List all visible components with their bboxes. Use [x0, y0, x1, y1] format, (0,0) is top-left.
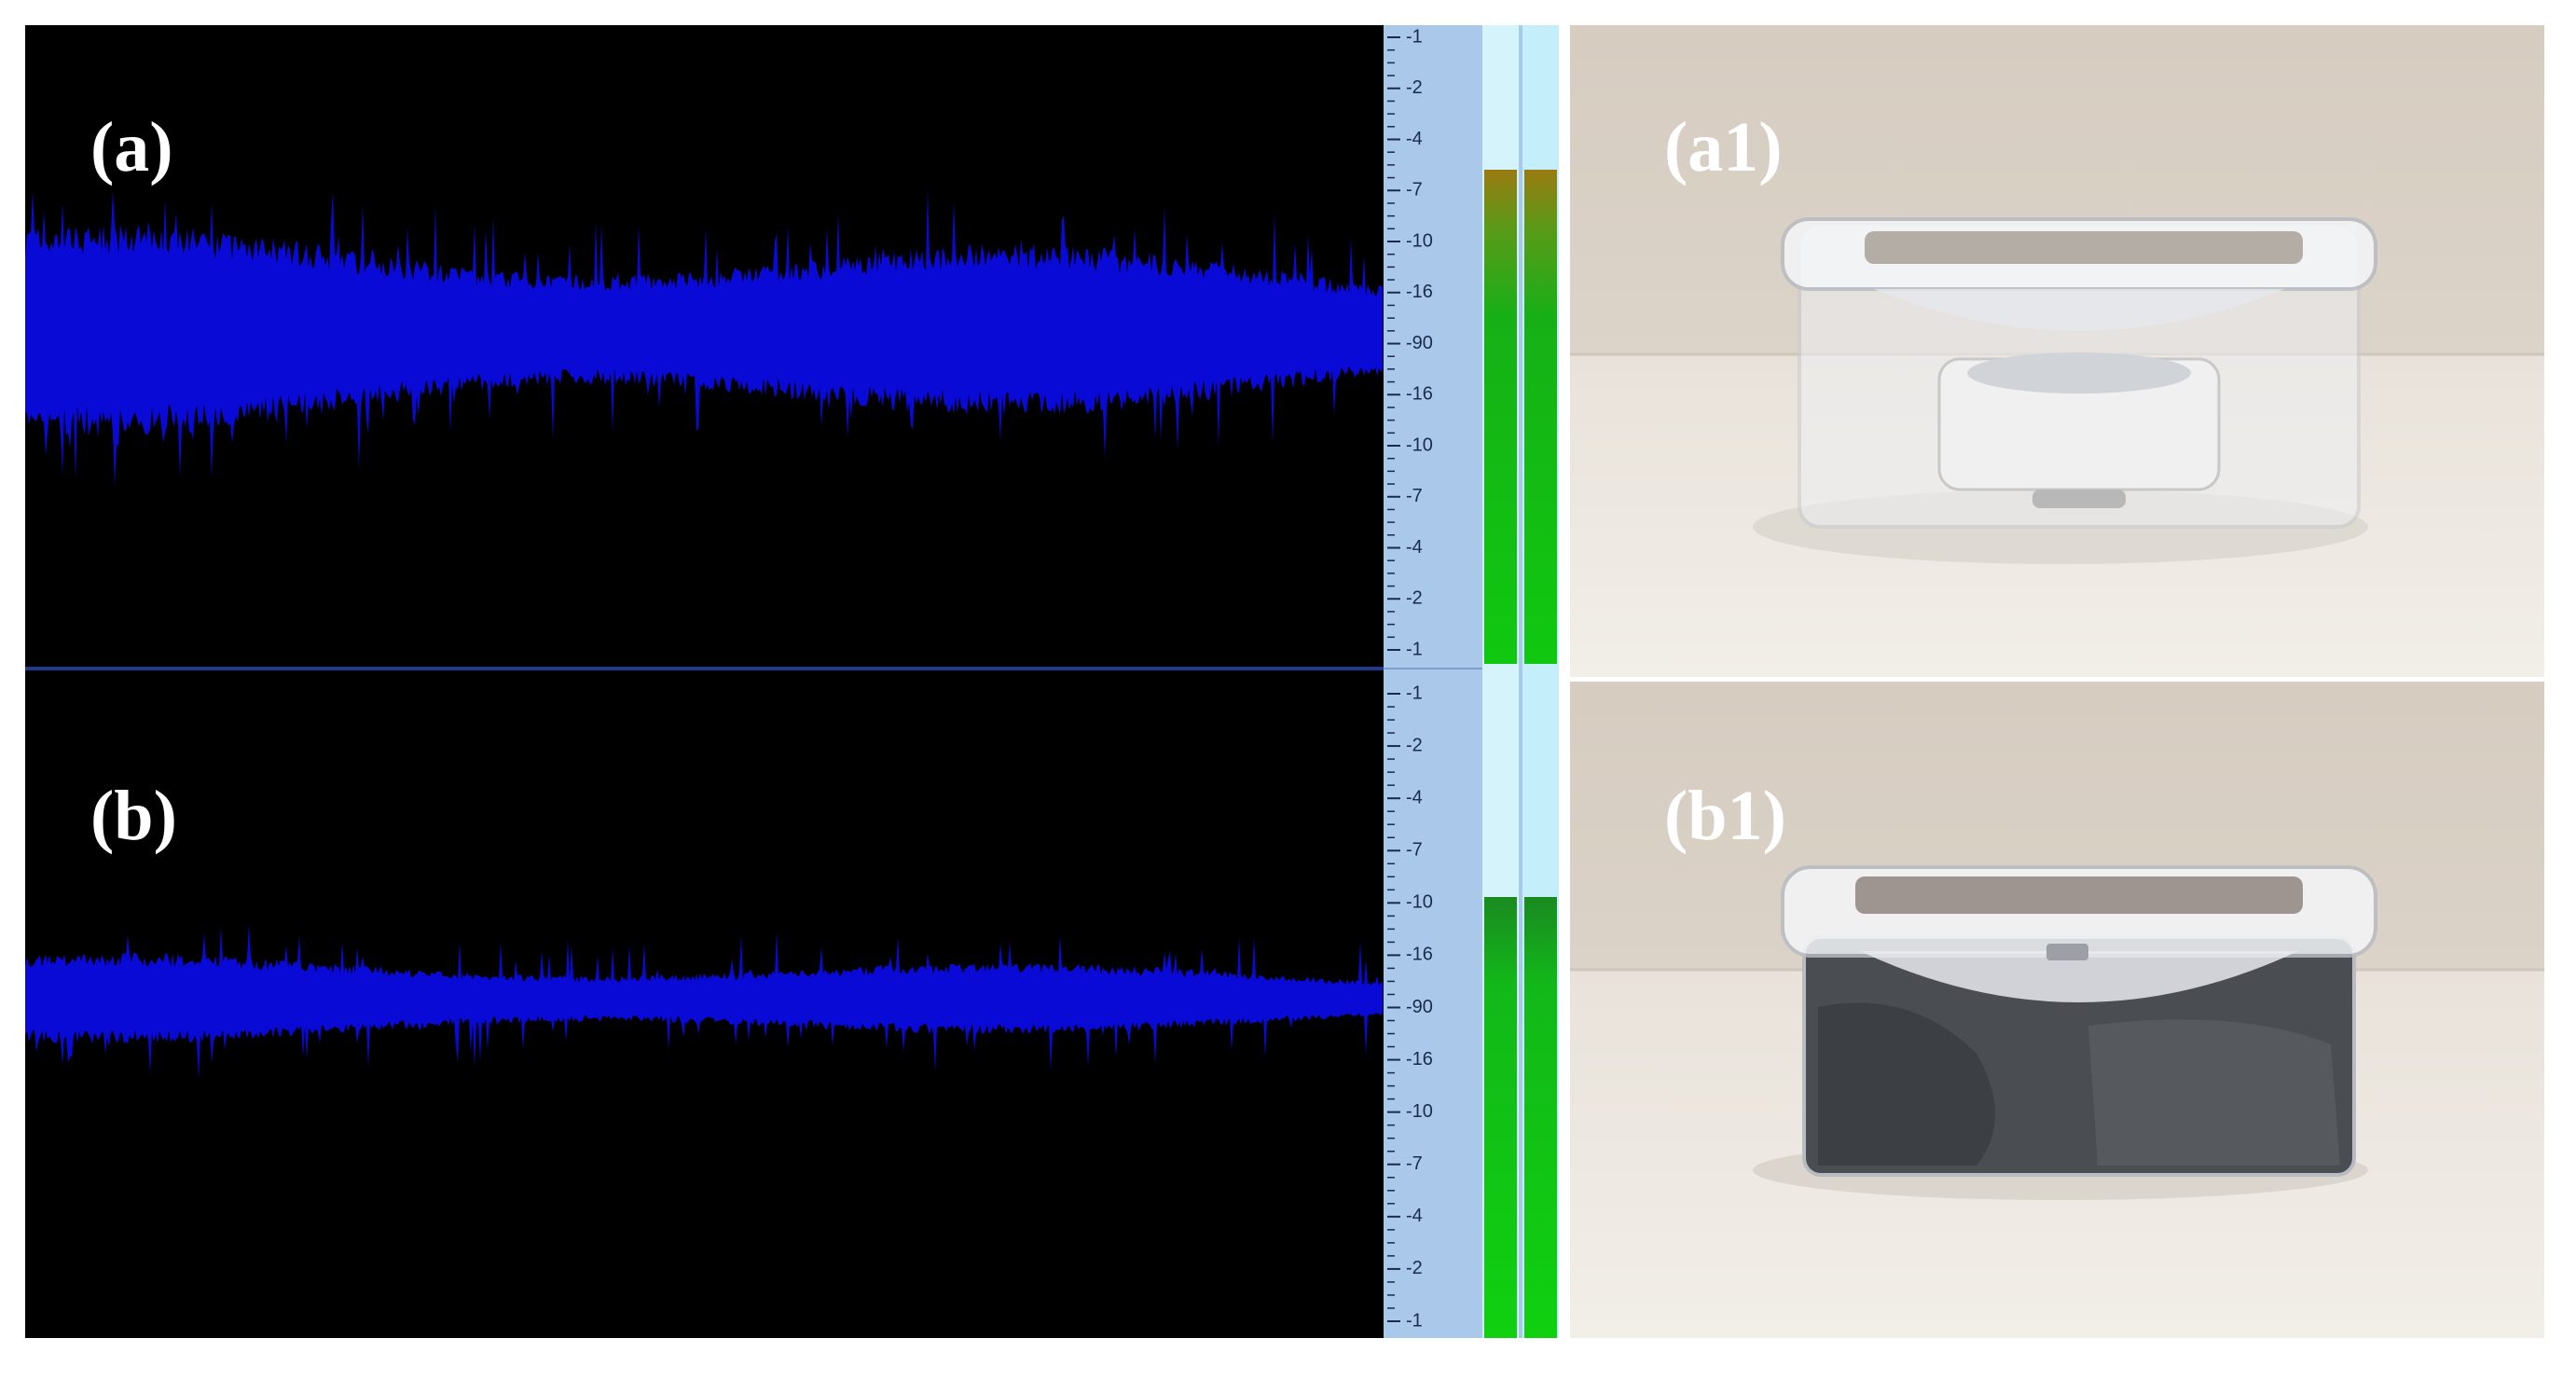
- tick-label: -7: [1406, 180, 1423, 200]
- photo-empty-box: [1570, 25, 2544, 677]
- tick-label: -2: [1406, 735, 1423, 755]
- tick-label: -7: [1406, 840, 1423, 861]
- waveform-panel: [25, 25, 1384, 1338]
- level-bar: [1484, 897, 1517, 1338]
- waveforms: [25, 187, 1383, 1081]
- tick-label: -10: [1406, 435, 1433, 455]
- tick-label: -10: [1406, 892, 1433, 913]
- db-scale: [1384, 25, 1482, 1338]
- tick-label: -10: [1406, 230, 1433, 251]
- tick-label: -90: [1406, 997, 1433, 1017]
- tick-label: -16: [1406, 282, 1433, 302]
- panel-label: (a): [90, 108, 173, 186]
- waveform: [25, 923, 1383, 1081]
- tick-label: -4: [1406, 537, 1423, 558]
- tick-label: -7: [1406, 486, 1423, 506]
- tick-label: -4: [1406, 1206, 1423, 1226]
- tick-label: -1: [1406, 639, 1423, 659]
- tick-label: -4: [1406, 129, 1423, 149]
- tick-label: -2: [1406, 588, 1423, 609]
- panel-label: (a1): [1664, 108, 1783, 186]
- tick-label: -1: [1406, 683, 1423, 703]
- level-bar: [1524, 170, 1557, 664]
- tick-label: -1: [1406, 1310, 1423, 1331]
- tick-label: -16: [1406, 384, 1433, 405]
- photo-soil-box: [1570, 682, 2544, 1338]
- tick-label: -4: [1406, 787, 1423, 807]
- tick-label: -7: [1406, 1153, 1423, 1174]
- tick-label: -16: [1406, 945, 1433, 965]
- waveform: [25, 187, 1383, 487]
- panel-label: (b): [90, 777, 177, 855]
- scale-ticks: -1 -2 -4 -7 -10 -16 -90 -16 -10 -7 -4 -2 -1 -1 -2 -4 -7 -…: [1387, 26, 1433, 1331]
- tick-label: -16: [1406, 1049, 1433, 1070]
- level-bar: [1524, 897, 1557, 1338]
- level-bar: [1484, 170, 1517, 664]
- tick-label: -90: [1406, 333, 1433, 353]
- tick-label: -1: [1406, 26, 1423, 47]
- tick-label: -2: [1406, 77, 1423, 98]
- tick-label: -2: [1406, 1258, 1423, 1278]
- panel-label: (b1): [1664, 777, 1786, 855]
- tick-label: -10: [1406, 1101, 1433, 1122]
- meter-gap: [1519, 25, 1522, 1338]
